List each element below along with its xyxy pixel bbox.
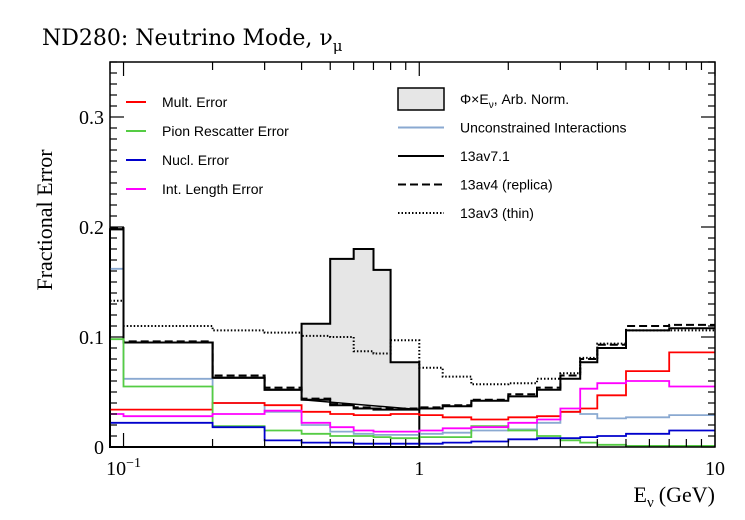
legend: Mult. Error Pion Rescatter Error Nucl. Err… xyxy=(126,87,627,221)
y-tick-label: 0.3 xyxy=(79,107,104,129)
series-mult-error xyxy=(110,351,715,421)
series-int-length-error xyxy=(110,380,715,433)
y-tick-label: 0.1 xyxy=(79,327,104,349)
chart-title: ND280: Neutrino Mode, νμ xyxy=(42,26,343,55)
x-axis-label: Eν (GeV) xyxy=(634,482,715,511)
series-13av3-thin xyxy=(110,299,715,386)
plot-frame xyxy=(109,61,716,448)
legend-label-nucl-error: Nucl. Error xyxy=(162,152,229,168)
y-tick-label: 0 xyxy=(94,437,104,459)
series-13av4-replica xyxy=(110,227,715,410)
legend-label-unconstrained-interactions: Unconstrained Interactions xyxy=(460,120,627,136)
plot-area: 10−1 1 10 0 0.1 0.2 0.3 xyxy=(79,61,725,480)
legend-swatch-flux xyxy=(397,87,445,111)
series-flux-fill xyxy=(300,248,421,411)
legend-label-mult-error: Mult. Error xyxy=(162,94,228,110)
y-tick-label: 0.2 xyxy=(79,217,104,239)
legend-label-13av4-replica: 13av4 (replica) xyxy=(460,177,553,193)
legend-label-int-length-error: Int. Length Error xyxy=(162,181,264,197)
x-tick-label: 10−1 xyxy=(106,456,141,480)
series-13av7-1 xyxy=(110,228,715,411)
legend-label-pion-rescatter-error: Pion Rescatter Error xyxy=(162,123,289,139)
series-nucl-error xyxy=(110,421,715,445)
y-axis-label: Fractional Error xyxy=(32,149,57,291)
legend-label-e-arb-norm: Φ×Eν, Arb. Norm. xyxy=(460,91,569,111)
x-tick-label: 10 xyxy=(705,458,725,480)
x-tick-label: 1 xyxy=(414,458,424,480)
legend-label-13av7-1: 13av7.1 xyxy=(460,148,510,164)
legend-label-13av3-thin: 13av3 (thin) xyxy=(460,205,534,221)
